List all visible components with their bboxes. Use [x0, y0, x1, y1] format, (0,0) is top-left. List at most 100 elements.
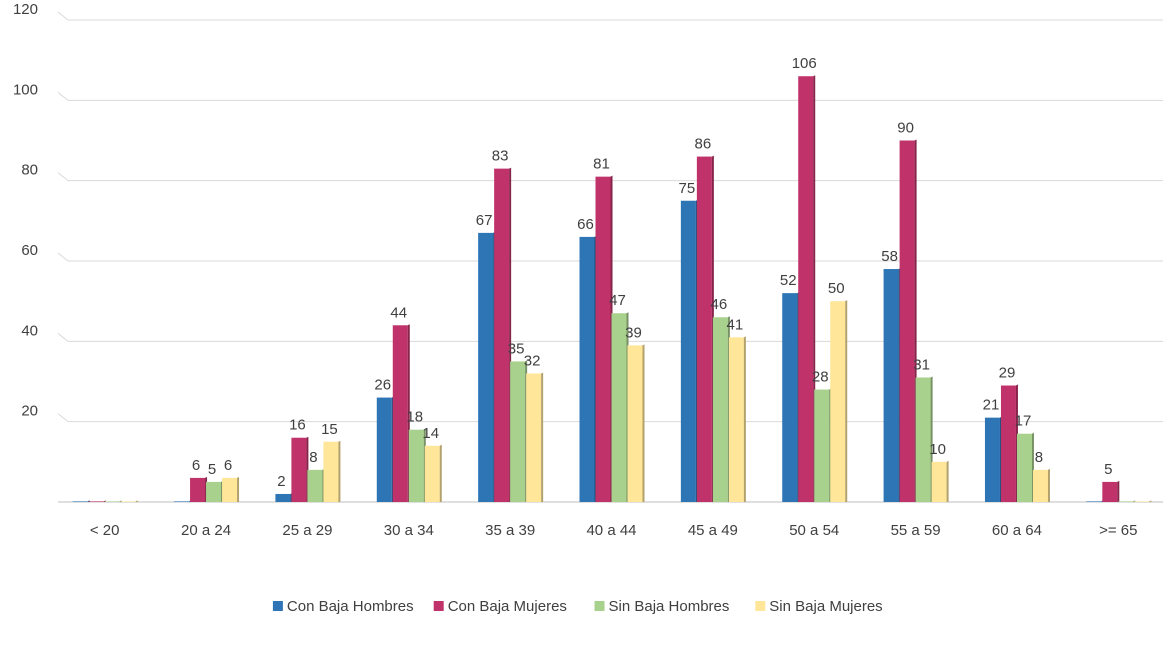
gridline-depth [57, 91, 69, 101]
legend-item: Con Baja Mujeres [433, 598, 567, 615]
data-labels: 6 5 62168152644181467833532668147397586464… [192, 55, 1113, 490]
bar [931, 461, 947, 502]
bar [1016, 433, 1032, 502]
y-tick-label: 40 [21, 322, 38, 339]
x-category-label: 55 a 59 [891, 522, 941, 539]
data-label: 26 [374, 377, 391, 394]
legend-item: Sin Baja Hombres [594, 598, 730, 615]
x-category-label: 30 a 34 [384, 522, 434, 539]
bars [72, 75, 1152, 503]
bar [408, 429, 424, 502]
bar [392, 325, 408, 502]
data-label: 8 [1035, 449, 1043, 466]
data-label: 28 [812, 369, 829, 386]
x-category-label: >= 65 [1099, 522, 1137, 539]
bar [627, 345, 643, 502]
data-label: 39 [625, 324, 642, 341]
legend-swatch [755, 601, 766, 611]
data-label: 8 [309, 449, 317, 466]
bar [595, 176, 611, 502]
bar-side [743, 336, 746, 502]
y-tick-label: 20 [21, 403, 38, 420]
bar [611, 313, 627, 502]
bar [104, 501, 120, 502]
data-label: 86 [695, 136, 712, 153]
bar-side [439, 444, 442, 502]
x-category-label: 60 a 64 [992, 522, 1042, 539]
gridlines [57, 11, 1163, 503]
data-label: 6 [192, 457, 200, 474]
bar [1134, 501, 1150, 502]
legend-swatch [433, 601, 444, 611]
bar [915, 377, 931, 502]
data-label: 21 [983, 397, 1000, 414]
data-label: 29 [999, 365, 1016, 382]
bar [206, 481, 222, 502]
bar [1102, 481, 1118, 502]
x-category-label: 20 a 24 [181, 522, 231, 539]
legend-label: Con Baja Mujeres [448, 598, 567, 615]
legend-label: Sin Baja Mujeres [769, 598, 882, 615]
bar [190, 477, 206, 502]
data-label: 44 [390, 304, 407, 321]
bar [222, 477, 238, 502]
y-tick-label: 80 [21, 162, 38, 179]
bar [1000, 385, 1016, 502]
legend-swatch [594, 601, 605, 611]
x-axis-categories: < 20 20 a 24 25 a 29 30 a 34 35 a 39 40 a 44 4… [90, 522, 1138, 539]
bar [1086, 501, 1102, 502]
y-tick-label: 60 [21, 242, 38, 259]
gridline-depth [57, 413, 69, 423]
gridline-depth [57, 11, 69, 21]
data-label: 41 [727, 316, 744, 333]
y-tick-label: 120 [13, 1, 38, 18]
legend: Con Baja Hombres Con Baja Mujeres Sin Baja… [272, 598, 883, 615]
data-label: 46 [711, 296, 728, 313]
bar [275, 493, 291, 502]
data-label: 14 [422, 425, 439, 442]
bar-side [541, 372, 544, 502]
data-label: 75 [679, 180, 696, 197]
data-label: 5 [208, 461, 216, 478]
bar [1032, 469, 1048, 502]
x-category-label: 45 a 49 [688, 522, 738, 539]
bar [728, 337, 744, 502]
gridline-depth [57, 252, 69, 262]
bar [814, 389, 830, 502]
x-category-label: 50 a 54 [789, 522, 839, 539]
x-category-label: 25 a 29 [282, 522, 332, 539]
bar [696, 156, 712, 503]
data-label: 16 [289, 417, 306, 434]
bar-side [1149, 500, 1152, 502]
x-category-label: 40 a 44 [586, 522, 636, 539]
data-label: 18 [406, 409, 423, 426]
data-label: 50 [828, 280, 845, 297]
data-label: 106 [792, 55, 817, 72]
y-tick-label: 100 [13, 81, 38, 98]
bar [88, 501, 104, 502]
bar-side [642, 344, 645, 502]
x-category-label: < 20 [90, 522, 120, 539]
data-label: 6 [224, 457, 232, 474]
bar [323, 441, 339, 502]
bar [712, 317, 728, 502]
bar [782, 293, 798, 502]
bar [883, 269, 899, 502]
bar [526, 373, 542, 502]
legend-label: Con Baja Hombres [287, 598, 414, 615]
data-label: 10 [929, 441, 946, 458]
bar-side [135, 500, 138, 502]
bar-side [1047, 468, 1050, 502]
gridline-depth [57, 172, 69, 182]
data-label: 90 [897, 120, 914, 137]
data-label: 83 [492, 148, 509, 165]
bar [579, 236, 595, 502]
legend-label: Sin Baja Hombres [609, 598, 730, 615]
bar [72, 501, 88, 502]
data-label: 35 [508, 340, 525, 357]
data-label: 32 [524, 352, 541, 369]
x-category-label: 35 a 39 [485, 522, 535, 539]
bar [798, 76, 814, 502]
bar [291, 437, 307, 502]
